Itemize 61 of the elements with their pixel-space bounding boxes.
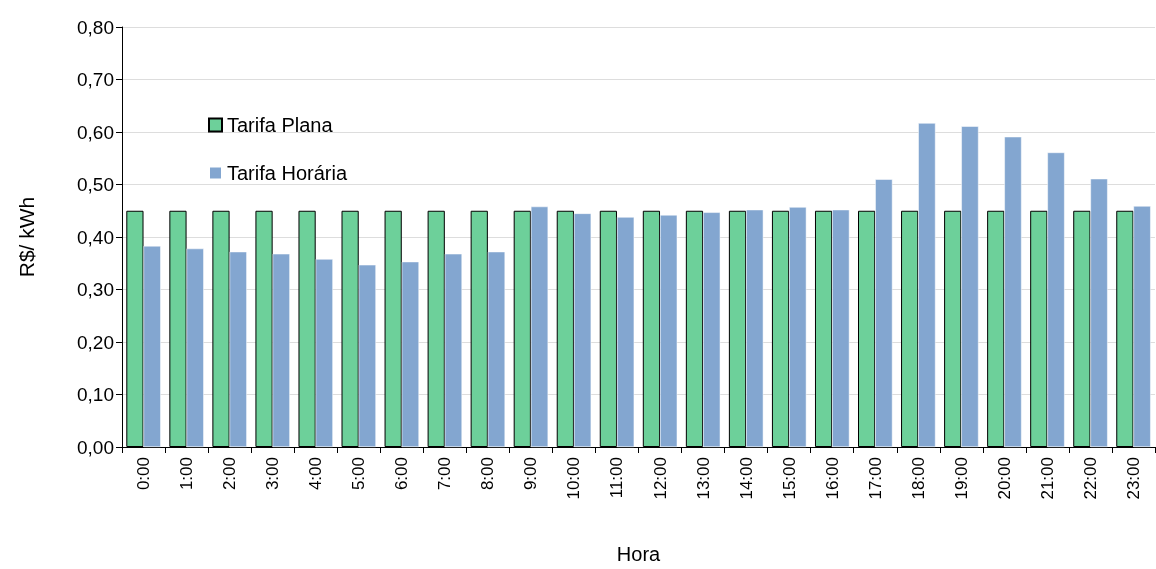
y-tick-label: 0,80: [77, 16, 114, 38]
bar: [1133, 206, 1151, 447]
bar: [1090, 178, 1108, 447]
x-tick-label: 11:00: [607, 457, 627, 499]
x-tick-label: 19:00: [951, 457, 971, 500]
bar: [229, 251, 247, 447]
x-tick-label: 23:00: [1123, 457, 1143, 500]
y-tick-label: 0,10: [77, 384, 114, 405]
bar: [358, 264, 376, 447]
bar: [918, 123, 936, 447]
x-tick-label: 7:00: [435, 457, 455, 491]
x-axis-title: Hora: [616, 543, 662, 565]
y-tick-label: 0,20: [77, 331, 114, 353]
x-tick-label: 21:00: [1037, 457, 1057, 500]
y-tick-label: 0,70: [77, 69, 114, 90]
x-tick-label: 10:00: [564, 457, 584, 500]
x-tick-label: 2:00: [220, 457, 240, 491]
y-tick-label: 0,30: [77, 279, 114, 300]
y-tick-label: 0,40: [77, 226, 114, 248]
bar: [875, 179, 893, 447]
x-tick-label: 14:00: [736, 457, 756, 500]
x-tick-label: 0:00: [134, 457, 154, 491]
bar: [1047, 152, 1065, 447]
x-tick-label: 6:00: [392, 457, 412, 491]
x-tick-label: 9:00: [521, 457, 541, 491]
bar: [401, 261, 419, 447]
x-tick-label: 3:00: [263, 457, 283, 491]
bar: [832, 209, 850, 447]
x-tick-label: 12:00: [650, 457, 670, 500]
bar: [444, 253, 463, 447]
y-tick-label: 0,60: [77, 121, 114, 143]
bar: [272, 253, 290, 447]
bar: [660, 214, 678, 447]
y-tick-label: 0,50: [77, 174, 114, 195]
y-axis-title: R$/ kWh: [15, 196, 38, 278]
bar: [616, 217, 635, 447]
x-tick-label: 1:00: [177, 457, 197, 491]
bar: [961, 126, 979, 447]
x-tick-label: 17:00: [865, 457, 885, 500]
bar: [530, 206, 549, 447]
x-tick-label: 15:00: [779, 457, 799, 500]
bar: [315, 259, 333, 447]
legend-label: Tarifa Horária: [227, 162, 348, 184]
y-tick-label: 0,00: [77, 436, 114, 458]
x-tick-label: 4:00: [306, 457, 326, 491]
bar: [703, 212, 721, 447]
bar: [186, 248, 204, 447]
x-tick-label: 8:00: [478, 457, 498, 491]
x-tick-label: 18:00: [908, 457, 928, 500]
bar: [746, 209, 764, 447]
bar: [1004, 136, 1022, 447]
x-tick-label: 13:00: [693, 457, 713, 500]
bar: [573, 213, 592, 447]
bar: [789, 207, 807, 447]
legend-label: Tarifa Plana: [227, 114, 334, 136]
x-tick-label: 16:00: [822, 457, 842, 500]
bar: [143, 245, 161, 447]
bar: [487, 251, 506, 447]
x-tick-label: 5:00: [349, 457, 369, 491]
x-tick-label: 22:00: [1080, 457, 1100, 500]
x-tick-label: 20:00: [994, 457, 1014, 500]
